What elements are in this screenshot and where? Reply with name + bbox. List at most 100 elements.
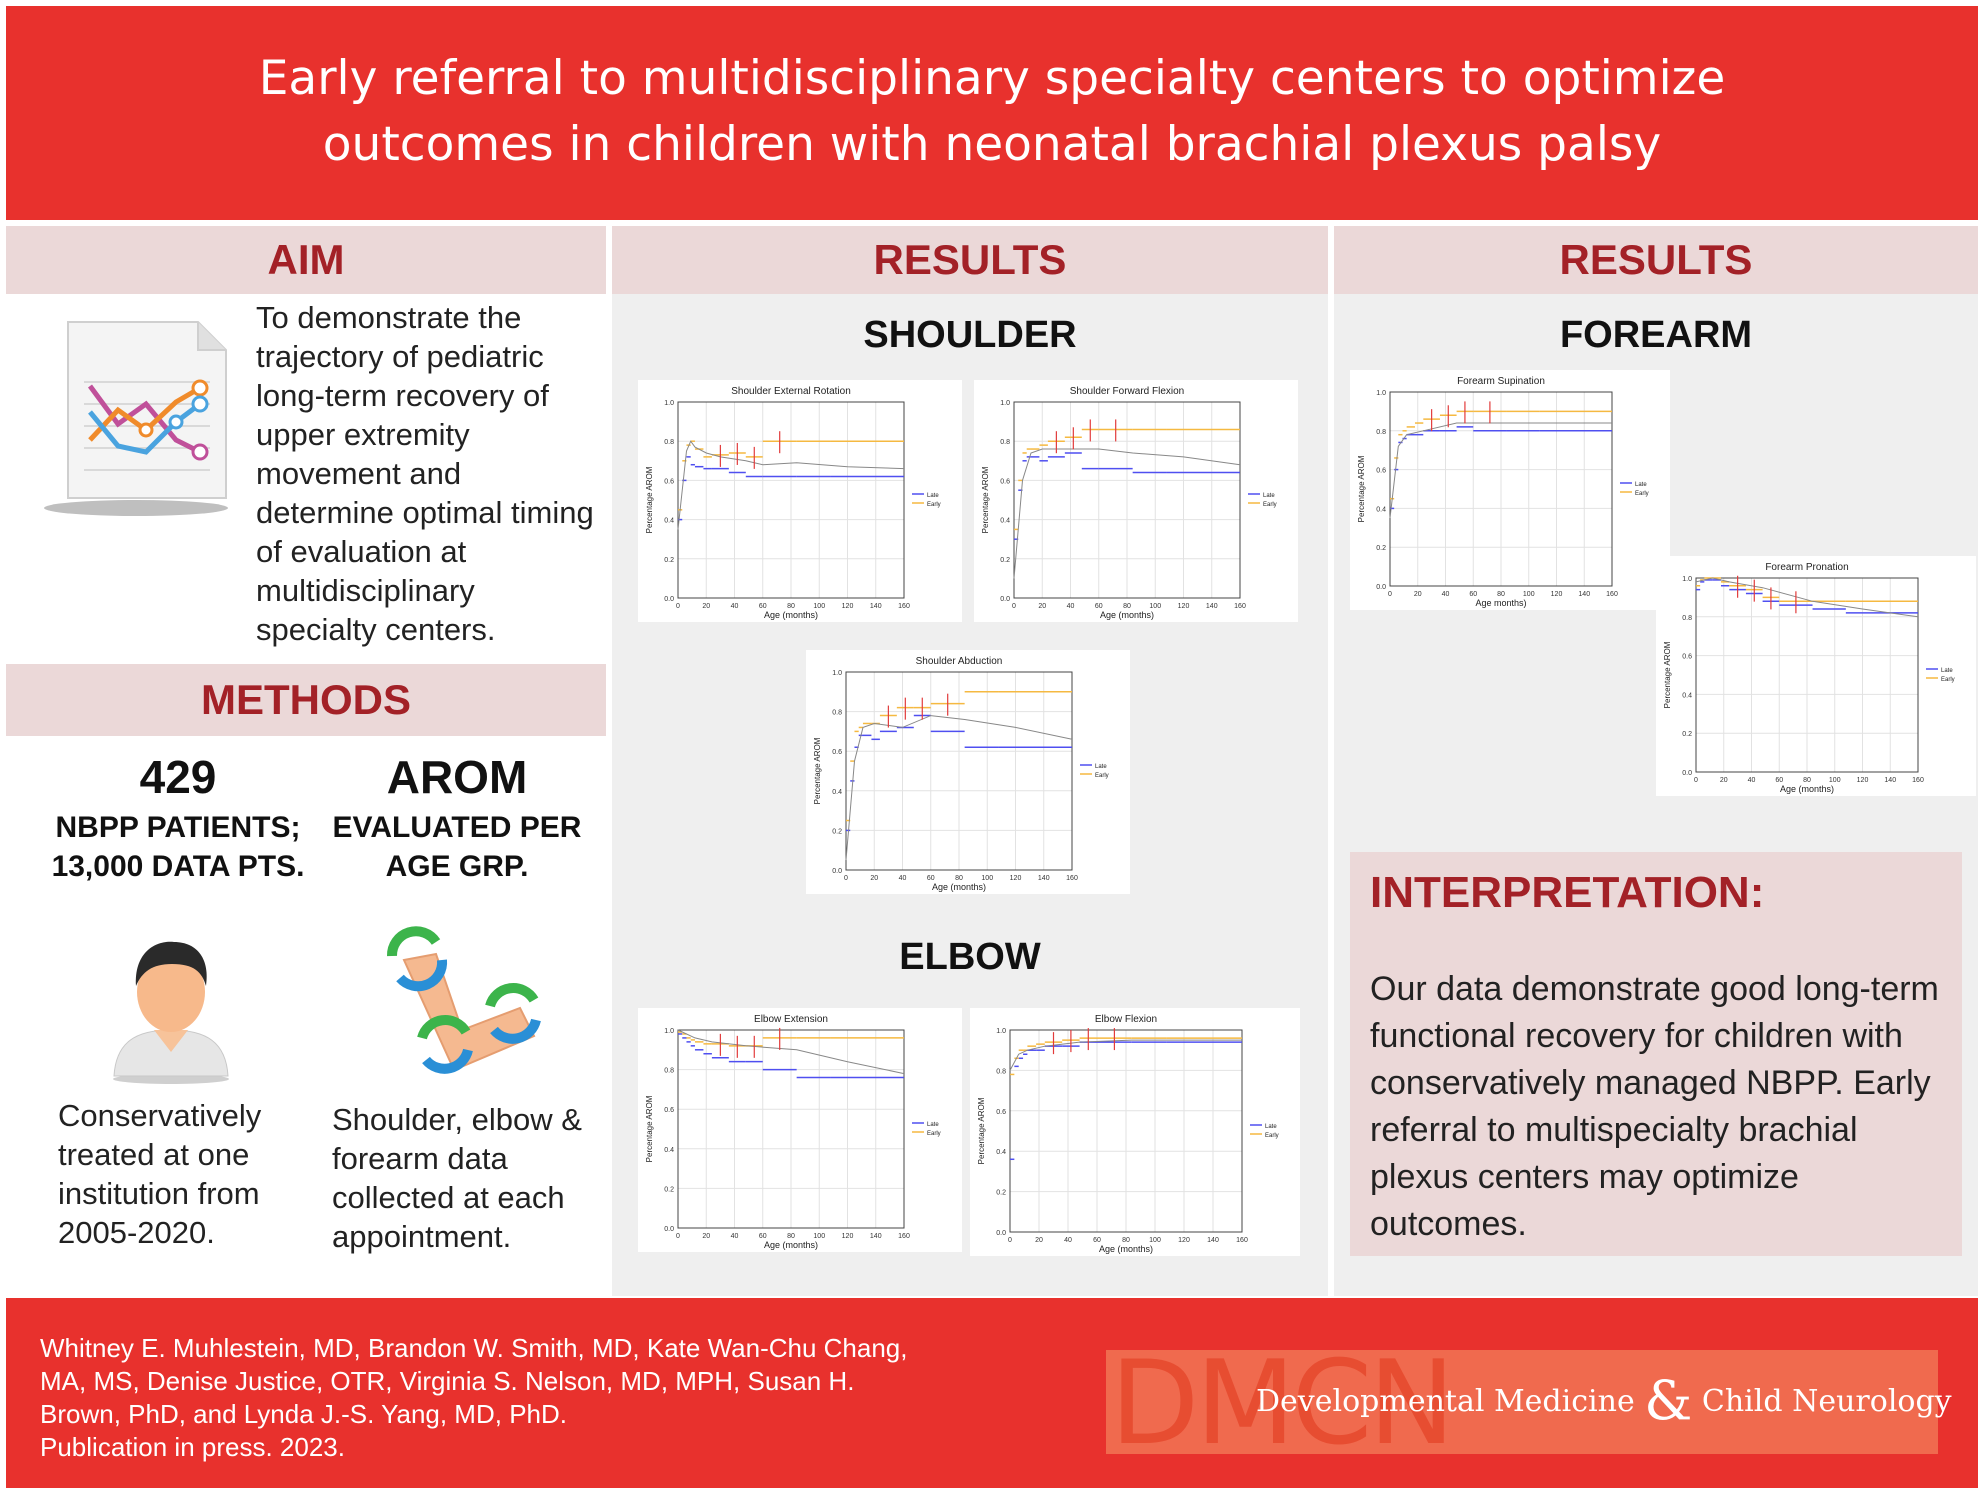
x-axis-label: Age (months) bbox=[764, 1240, 818, 1250]
aim-heading: AIM bbox=[6, 226, 606, 294]
x-tick-label: 0 bbox=[1012, 603, 1016, 610]
x-tick-label: 60 bbox=[1775, 777, 1783, 784]
chart-elbow-extension: Elbow Extension 0 20 40 60 80 100 120 140 160 0.0 0… bbox=[638, 1008, 962, 1252]
x-tick-label: 60 bbox=[1469, 591, 1477, 598]
x-tick-label: 0 bbox=[844, 875, 848, 882]
legend-label-late: Late bbox=[1941, 668, 1953, 674]
y-axis-label: Percentage AROM bbox=[977, 1097, 986, 1164]
author-list: Whitney E. Muhlestein, MD, Brandon W. Sm… bbox=[40, 1333, 908, 1429]
interpretation-heading: INTERPRETATION: bbox=[1370, 868, 1765, 917]
plot-frame bbox=[677, 401, 905, 599]
x-tick-label: 120 bbox=[1178, 603, 1190, 610]
y-tick-label: 1.0 bbox=[664, 400, 674, 407]
y-tick-label: 0.0 bbox=[996, 1230, 1006, 1237]
y-tick-label: 0.4 bbox=[1376, 506, 1386, 513]
legend-label-early: Early bbox=[927, 502, 941, 508]
x-tick-label: 0 bbox=[1008, 1237, 1012, 1244]
y-tick-label: 0.6 bbox=[664, 1107, 674, 1114]
y-tick-label: 1.0 bbox=[1376, 390, 1386, 397]
y-tick-label: 0.8 bbox=[664, 1068, 674, 1075]
y-tick-label: 1.0 bbox=[996, 1028, 1006, 1035]
footer-authors-block: Whitney E. Muhlestein, MD, Brandon W. Sm… bbox=[40, 1332, 920, 1464]
y-tick-label: 0.6 bbox=[832, 749, 842, 756]
y-tick-label: 0.0 bbox=[1376, 584, 1386, 591]
legend-label-late: Late bbox=[1635, 482, 1647, 488]
chart-shoulder-external-rotation: Shoulder External Rotation 0 20 40 60 80 100 12… bbox=[638, 380, 962, 622]
legend-label-early: Early bbox=[1941, 677, 1955, 683]
x-tick-label: 160 bbox=[1234, 603, 1246, 610]
legend-label-late: Late bbox=[1263, 493, 1275, 499]
results-heading-right: RESULTS bbox=[1334, 226, 1978, 294]
x-tick-label: 0 bbox=[676, 1233, 680, 1240]
chart-title: Shoulder Abduction bbox=[916, 656, 1003, 667]
y-tick-label: 0.4 bbox=[664, 518, 674, 525]
y-tick-label: 0.4 bbox=[996, 1149, 1006, 1156]
x-tick-label: 120 bbox=[842, 603, 854, 610]
y-tick-label: 0.6 bbox=[664, 478, 674, 485]
y-tick-label: 1.0 bbox=[1682, 576, 1692, 583]
y-tick-label: 0.4 bbox=[1000, 518, 1010, 525]
chart-title: Elbow Extension bbox=[754, 1014, 828, 1025]
patients-description: Conservatively treated at one institutio… bbox=[58, 1098, 262, 1250]
y-axis-label: Percentage AROM bbox=[1357, 455, 1366, 522]
x-tick-label: 80 bbox=[787, 1233, 795, 1240]
forearm-heading: FOREARM bbox=[1559, 314, 1753, 356]
footer-banner: Whitney E. Muhlestein, MD, Brandon W. Sm… bbox=[6, 1298, 1978, 1488]
x-tick-label: 40 bbox=[1748, 777, 1756, 784]
x-tick-label: 80 bbox=[1123, 603, 1131, 610]
x-tick-label: 80 bbox=[955, 875, 963, 882]
x-axis-label: Age (months) bbox=[932, 882, 986, 892]
y-tick-label: 0.0 bbox=[1682, 770, 1692, 777]
x-tick-label: 40 bbox=[731, 603, 739, 610]
y-tick-label: 0.8 bbox=[664, 439, 674, 446]
x-tick-label: 160 bbox=[898, 1233, 910, 1240]
x-tick-label: 0 bbox=[1388, 591, 1392, 598]
x-tick-label: 160 bbox=[898, 603, 910, 610]
x-tick-label: 120 bbox=[1551, 591, 1563, 598]
methods-heading: METHODS bbox=[6, 664, 606, 736]
y-axis-label: Percentage AROM bbox=[1663, 641, 1672, 708]
journal-ampersand: & bbox=[1644, 1369, 1693, 1432]
header-banner: Early referral to multidisciplinary spec… bbox=[6, 6, 1978, 220]
trend-line bbox=[1389, 422, 1612, 519]
x-tick-label: 100 bbox=[1829, 777, 1841, 784]
x-tick-label: 120 bbox=[1010, 875, 1022, 882]
y-tick-label: 0.4 bbox=[1682, 692, 1692, 699]
y-tick-label: 0.4 bbox=[832, 789, 842, 796]
poster-title: Early referral to multidisciplinary spec… bbox=[6, 46, 1978, 178]
y-tick-label: 0.8 bbox=[1376, 429, 1386, 436]
x-tick-label: 60 bbox=[1095, 603, 1103, 610]
y-tick-label: 0.2 bbox=[832, 828, 842, 835]
x-tick-label: 0 bbox=[676, 603, 680, 610]
title-line-1: Early referral to multidisciplinary spec… bbox=[258, 51, 1726, 106]
report-chart-icon bbox=[28, 312, 238, 522]
x-tick-label: 100 bbox=[1523, 591, 1535, 598]
y-tick-label: 0.6 bbox=[1000, 478, 1010, 485]
y-tick-label: 0.8 bbox=[1000, 439, 1010, 446]
stat-arom-number: AROM bbox=[386, 751, 528, 803]
y-axis-label: Percentage AROM bbox=[645, 466, 654, 533]
legend-label-late: Late bbox=[927, 493, 939, 499]
legend-label-early: Early bbox=[1265, 1133, 1279, 1139]
stat-patients-number: 429 bbox=[139, 751, 217, 803]
chart-title: Forearm Supination bbox=[1457, 376, 1545, 387]
journal-name: Developmental Medicine & Child Neurology bbox=[1256, 1374, 1952, 1428]
y-tick-label: 0.8 bbox=[996, 1068, 1006, 1075]
y-tick-label: 0.6 bbox=[996, 1109, 1006, 1116]
x-tick-label: 160 bbox=[1066, 875, 1078, 882]
x-tick-label: 140 bbox=[1207, 1237, 1219, 1244]
interpretation-text: Our data demonstrate good long-term func… bbox=[1370, 970, 1939, 1243]
x-tick-label: 140 bbox=[870, 603, 882, 610]
x-tick-label: 40 bbox=[1064, 1237, 1072, 1244]
legend-label-late: Late bbox=[927, 1122, 939, 1128]
plot-frame bbox=[1695, 577, 1919, 773]
x-tick-label: 160 bbox=[1236, 1237, 1248, 1244]
interpretation-box: INTERPRETATION: Our data demonstrate goo… bbox=[1350, 852, 1962, 1256]
x-axis-label: Age (months) bbox=[1099, 1244, 1153, 1254]
elbow-heading: ELBOW bbox=[899, 936, 1041, 978]
y-tick-label: 1.0 bbox=[664, 1028, 674, 1035]
y-tick-label: 0.2 bbox=[664, 1186, 674, 1193]
x-tick-label: 60 bbox=[1093, 1237, 1101, 1244]
plot-frame bbox=[1013, 401, 1241, 599]
trend-line bbox=[1013, 448, 1241, 579]
